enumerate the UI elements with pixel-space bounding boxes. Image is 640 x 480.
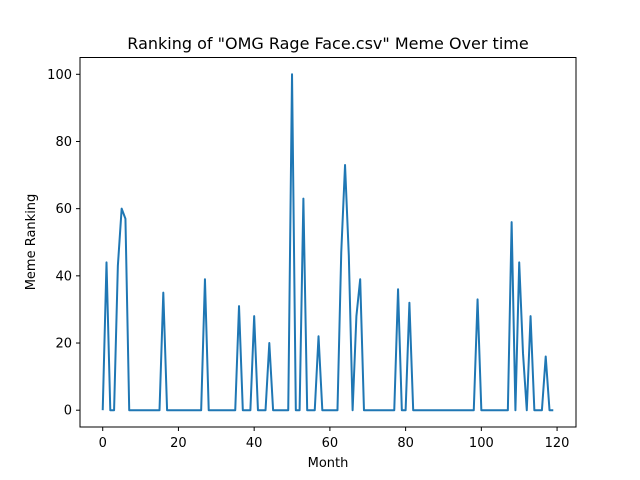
chart-title: Ranking of "OMG Rage Face.csv" Meme Over… (127, 34, 528, 53)
y-axis-label: Meme Ranking (24, 194, 39, 291)
plot-frame (79, 57, 577, 428)
y-tick-label: 80 (55, 135, 72, 150)
x-tick-label: 120 (545, 436, 570, 451)
x-tick-label: 0 (99, 436, 107, 451)
y-tick-label: 60 (55, 202, 72, 217)
x-tick-label: 100 (469, 436, 494, 451)
y-tick-label: 20 (55, 337, 72, 352)
x-tick-label: 40 (246, 436, 263, 451)
x-axis-label: Month (308, 456, 349, 471)
x-tick-label: 60 (322, 436, 339, 451)
x-tick-label: 20 (170, 436, 187, 451)
series-line (101, 73, 554, 412)
x-tick-label: 80 (397, 436, 414, 451)
y-tick-label: 100 (47, 68, 72, 83)
y-tick-label: 0 (64, 404, 72, 419)
axis-ticks: 0 20 40 60 80 100 120 0 20 40 60 80 100 (47, 68, 569, 451)
y-tick-label: 40 (55, 269, 72, 284)
